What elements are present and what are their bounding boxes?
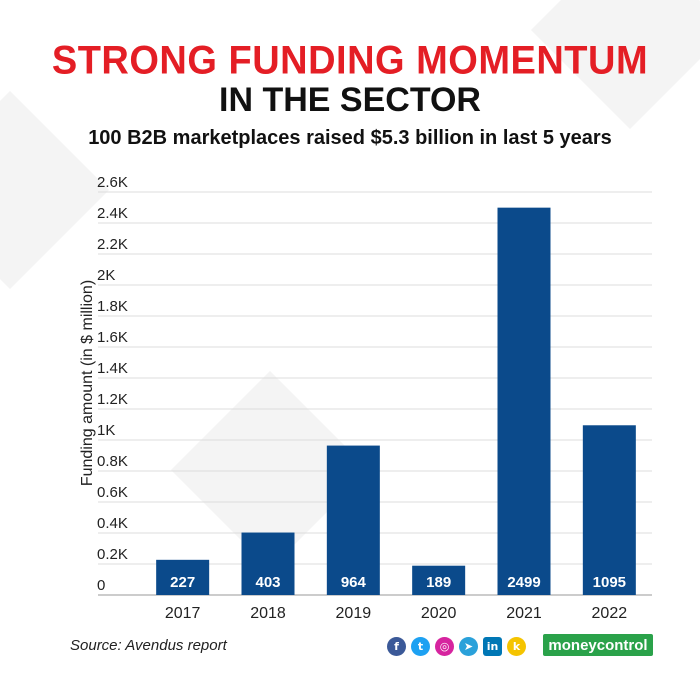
social-links: f t ◎ ➤ in k bbox=[387, 637, 526, 656]
bar-2021 bbox=[497, 207, 551, 595]
instagram-icon[interactable]: ◎ bbox=[435, 637, 454, 656]
y-axis-label: Funding amount (in $ million) bbox=[79, 280, 96, 486]
data-label: 2499 bbox=[507, 574, 540, 591]
x-tick-label: 2018 bbox=[250, 605, 286, 622]
x-tick-label: 2017 bbox=[165, 605, 201, 622]
linkedin-icon[interactable]: in bbox=[483, 637, 502, 656]
y-tick-label: 0.8K bbox=[97, 453, 128, 470]
chart-title-line2: IN THE SECTOR bbox=[219, 81, 481, 119]
data-label: 1095 bbox=[593, 574, 626, 591]
y-tick-label: 1.4K bbox=[97, 360, 128, 377]
koo-icon[interactable]: k bbox=[507, 637, 526, 656]
bar-2018 bbox=[241, 532, 295, 595]
y-tick-label: 0 bbox=[97, 577, 105, 594]
y-tick-label: 0.2K bbox=[97, 546, 128, 563]
y-tick-label: 0.6K bbox=[97, 484, 128, 501]
y-tick-label: 2.2K bbox=[97, 236, 128, 253]
facebook-icon[interactable]: f bbox=[387, 637, 406, 656]
source-note: Source: Avendus report bbox=[70, 637, 227, 654]
chart-subtitle: 100 B2B marketplaces raised $5.3 billion… bbox=[88, 127, 612, 149]
y-tick-label: 1.8K bbox=[97, 298, 128, 315]
y-tick-label: 1.2K bbox=[97, 391, 128, 408]
data-label: 189 bbox=[426, 574, 451, 591]
chart-title: STRONG FUNDING MOMENTUM bbox=[51, 38, 649, 84]
x-tick-label: 2022 bbox=[592, 605, 628, 622]
x-tick-label: 2020 bbox=[421, 605, 457, 622]
y-tick-label: 2.4K bbox=[97, 205, 128, 222]
y-tick-label: 2.6K bbox=[97, 174, 128, 191]
bar-2019 bbox=[326, 445, 380, 595]
y-tick-label: 1K bbox=[97, 422, 115, 439]
bar-2022 bbox=[582, 425, 636, 595]
y-tick-label: 0.4K bbox=[97, 515, 128, 532]
y-tick-label: 2K bbox=[97, 267, 115, 284]
bar-2020 bbox=[412, 565, 466, 595]
data-label: 403 bbox=[255, 574, 280, 591]
bar-2017 bbox=[156, 559, 210, 595]
x-tick-label: 2019 bbox=[336, 605, 372, 622]
data-label: 964 bbox=[341, 574, 367, 591]
x-tick-label: 2021 bbox=[506, 605, 542, 622]
moneycontrol-logo: moneycontrol bbox=[543, 634, 653, 656]
data-label: 227 bbox=[170, 574, 195, 591]
y-tick-label: 1.6K bbox=[97, 329, 128, 346]
twitter-icon[interactable]: t bbox=[411, 637, 430, 656]
telegram-icon[interactable]: ➤ bbox=[459, 637, 478, 656]
